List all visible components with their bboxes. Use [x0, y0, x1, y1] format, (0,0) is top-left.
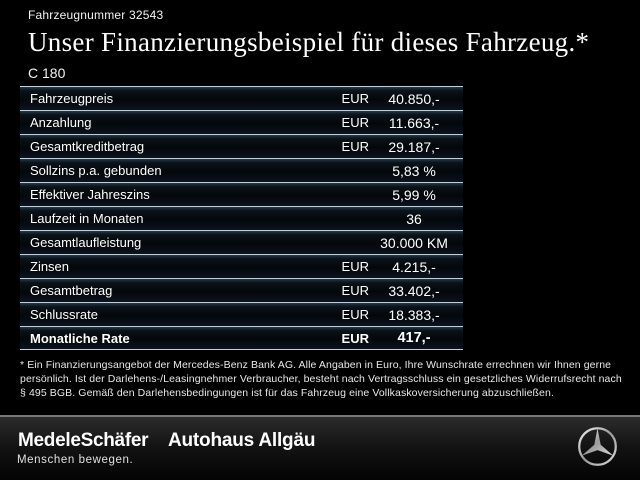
table-row: Anzahlung EUR 11.663,-: [20, 110, 463, 134]
row-currency: EUR: [341, 307, 369, 322]
financing-table: Fahrzeugpreis EUR 40.850,- Anzahlung EUR 11.6…: [20, 86, 463, 350]
row-value: 30.000 KM: [380, 234, 448, 251]
table-row: Gesamtkreditbetrag EUR 29.187,-: [20, 134, 463, 158]
row-label: Fahrzeugpreis: [30, 91, 114, 106]
dealer-tagline: Menschen bewegen.: [17, 454, 134, 466]
footer: MedeleSchäfer Menschen bewegen. Autohaus…: [0, 415, 640, 480]
table-row: Sollzins p.a. gebunden 5,83 %: [20, 158, 463, 182]
row-currency: EUR: [341, 115, 369, 130]
footnote-line: § 495 BGB. Gemäß den Darlehensbedingunge…: [20, 387, 554, 399]
row-currency: EUR: [341, 283, 369, 298]
footnote-line: persönlich. Ist der Darlehens-/Leasingne…: [20, 373, 622, 385]
table-row: Gesamtlaufleistung 30.000 KM: [20, 230, 463, 254]
row-label: Gesamtkreditbetrag: [30, 139, 145, 154]
table-row: Schlussrate EUR 18.383,-: [20, 302, 463, 326]
row-value: 11.663,-: [388, 114, 440, 131]
row-value: 33.402,-: [388, 282, 440, 299]
row-currency: EUR: [341, 91, 369, 106]
footnote: * Ein Finanzierungsangebot der Mercedes-…: [20, 358, 626, 400]
row-value: 36: [406, 210, 422, 227]
header: Fahrzeugnummer 32543 Unser Finanzierungs…: [28, 8, 628, 81]
vehicle-model: C 180: [28, 65, 66, 81]
row-label: Gesamtlaufleistung: [30, 235, 142, 250]
row-value: 5,99 %: [392, 186, 436, 203]
table-row: Fahrzeugpreis EUR 40.850,-: [20, 86, 463, 110]
row-value: 5,83 %: [392, 162, 436, 179]
table-row: Laufzeit in Monaten 36: [20, 206, 463, 230]
row-currency: EUR: [341, 259, 369, 274]
row-value: 40.850,-: [388, 90, 440, 107]
mercedes-benz-star-icon: [578, 427, 617, 466]
table-row: Gesamtbetrag EUR 33.402,-: [20, 278, 463, 302]
row-label: Gesamtbetrag: [30, 283, 113, 298]
footnote-line: * Ein Finanzierungsangebot der Mercedes-…: [20, 359, 612, 371]
table-row: Effektiver Jahreszins 5,99 %: [20, 182, 463, 206]
row-label: Effektiver Jahreszins: [30, 187, 150, 202]
page-title: Unser Finanzierungsbeispiel für dieses F…: [28, 27, 590, 57]
row-label: Sollzins p.a. gebunden: [30, 163, 162, 178]
row-label: Schlussrate: [30, 307, 98, 322]
row-value: 18.383,-: [388, 306, 440, 323]
row-value: 4.215,-: [392, 258, 436, 275]
dealer-logo: MedeleSchäfer: [18, 430, 149, 451]
table-row: Monatliche Rate EUR 417,-: [20, 326, 463, 350]
dealer-name-secondary: Autohaus Allgäu: [168, 430, 316, 451]
row-label: Anzahlung: [30, 115, 92, 130]
row-currency: EUR: [341, 330, 369, 346]
row-value: 29.187,-: [388, 138, 440, 155]
row-label: Laufzeit in Monaten: [30, 211, 144, 226]
row-label: Zinsen: [30, 259, 70, 274]
vehicle-number: Fahrzeugnummer 32543: [28, 8, 164, 22]
row-currency: EUR: [341, 139, 369, 154]
table-row: Zinsen EUR 4.215,-: [20, 254, 463, 278]
row-value: 417,-: [397, 330, 431, 346]
row-label: Monatliche Rate: [30, 330, 130, 346]
